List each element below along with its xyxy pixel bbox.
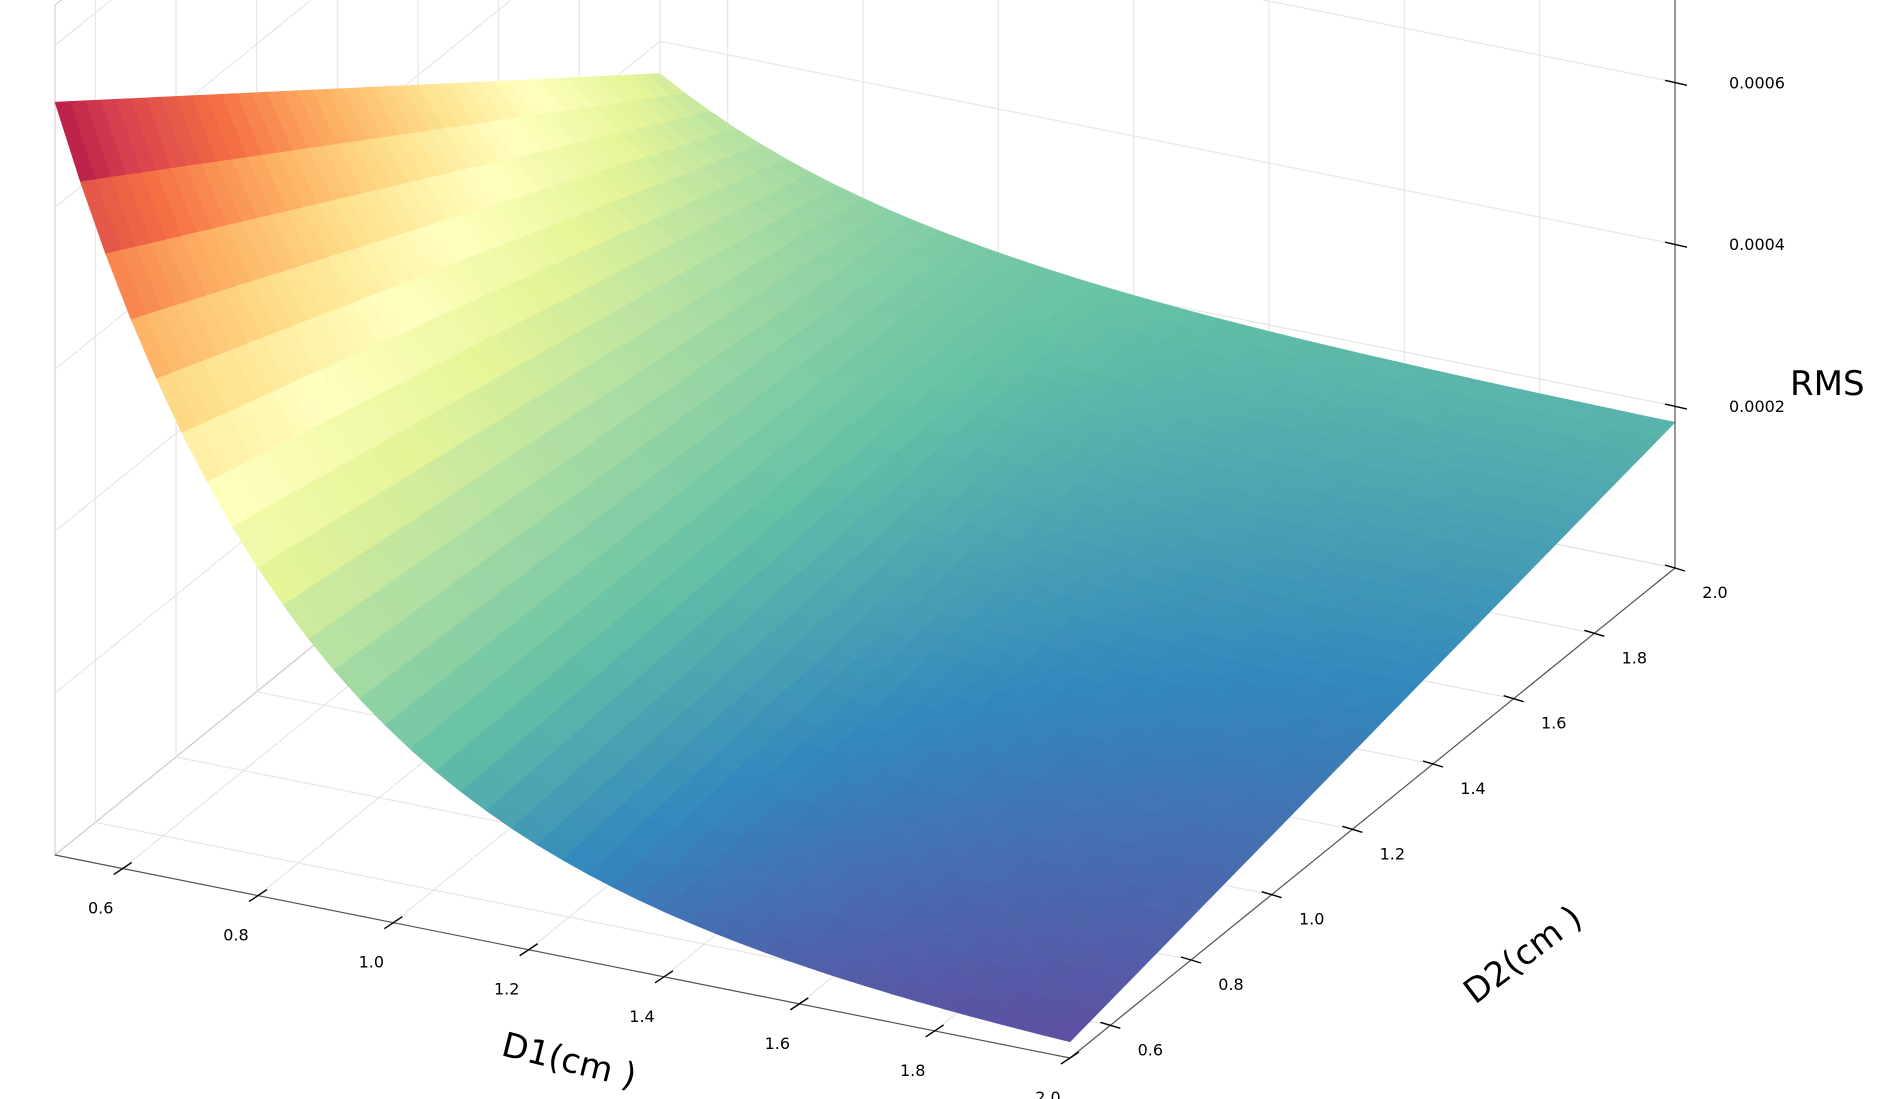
x-tick-mark (248, 889, 268, 903)
x-tick-mark (113, 861, 133, 876)
y-tick-label: 1.2 (1380, 844, 1405, 863)
x-tick-mark (1060, 1051, 1080, 1065)
y-tick-label: 1.0 (1299, 910, 1324, 929)
x-tick-mark (925, 1024, 945, 1038)
x-tick-mark (519, 943, 539, 957)
x-tick-label: 1.2 (494, 980, 519, 999)
y-tick-mark (1342, 825, 1363, 834)
x-axis-line (54, 854, 1071, 1059)
x-tick-mark (383, 916, 403, 930)
y-tick-label: 0.6 (1138, 1040, 1163, 1059)
tick-labels: 0.6 0.8 1.0 1.2 1.4 1.6 1.8 2.0 0.6 0.8 1.0 1.2 1.4 1… (88, 73, 1785, 1099)
z-tick-label: 0.0002 (1729, 397, 1785, 416)
y-tick-mark (1180, 956, 1202, 964)
axes (54, 0, 1688, 1065)
z-axis-label: RMS (1790, 364, 1865, 404)
x-tick-label: 1.4 (629, 1007, 654, 1026)
x-tick-label: 1.6 (765, 1034, 790, 1053)
x-tick-label: 0.8 (223, 926, 248, 945)
surface-cell (1044, 1019, 1086, 1043)
x-tick-label: 1.0 (359, 953, 384, 972)
y-tick-mark (1664, 564, 1686, 572)
x-tick-mark (789, 997, 809, 1011)
x-tick-label: 0.6 (88, 899, 113, 918)
y-tick-label: 1.8 (1622, 648, 1647, 667)
y-tick-label: 1.4 (1460, 779, 1485, 798)
surface-mesh (54, 73, 1676, 1043)
z-tick-label: 0.0006 (1729, 73, 1785, 92)
y-tick-mark (1503, 694, 1524, 703)
x-tick-label: 2.0 (1035, 1088, 1060, 1099)
y-tick-mark (1584, 629, 1605, 638)
y-tick-mark (1261, 890, 1282, 899)
y-tick-label: 2.0 (1702, 583, 1727, 602)
grid-line-back-z (1260, 0, 1676, 83)
z-tick-label: 0.0004 (1729, 235, 1785, 254)
y-axis-label: D2(cm ) (1456, 898, 1589, 1012)
y-tick-label: 1.6 (1541, 714, 1566, 733)
y-tick-mark (1422, 760, 1444, 768)
y-axis-line (1069, 567, 1676, 1059)
x-tick-mark (654, 970, 674, 984)
z-tick-mark (1664, 241, 1688, 248)
x-tick-label: 1.8 (900, 1061, 925, 1080)
z-tick-mark (1664, 79, 1688, 86)
grid-line-back-z (659, 40, 1676, 245)
y-tick-label: 0.8 (1218, 975, 1243, 994)
y-tick-mark (1100, 1021, 1121, 1030)
x-axis-label: D1(cm ) (498, 1025, 641, 1097)
z-tick-mark (1664, 403, 1688, 410)
grid-line-left-z (54, 0, 113, 46)
